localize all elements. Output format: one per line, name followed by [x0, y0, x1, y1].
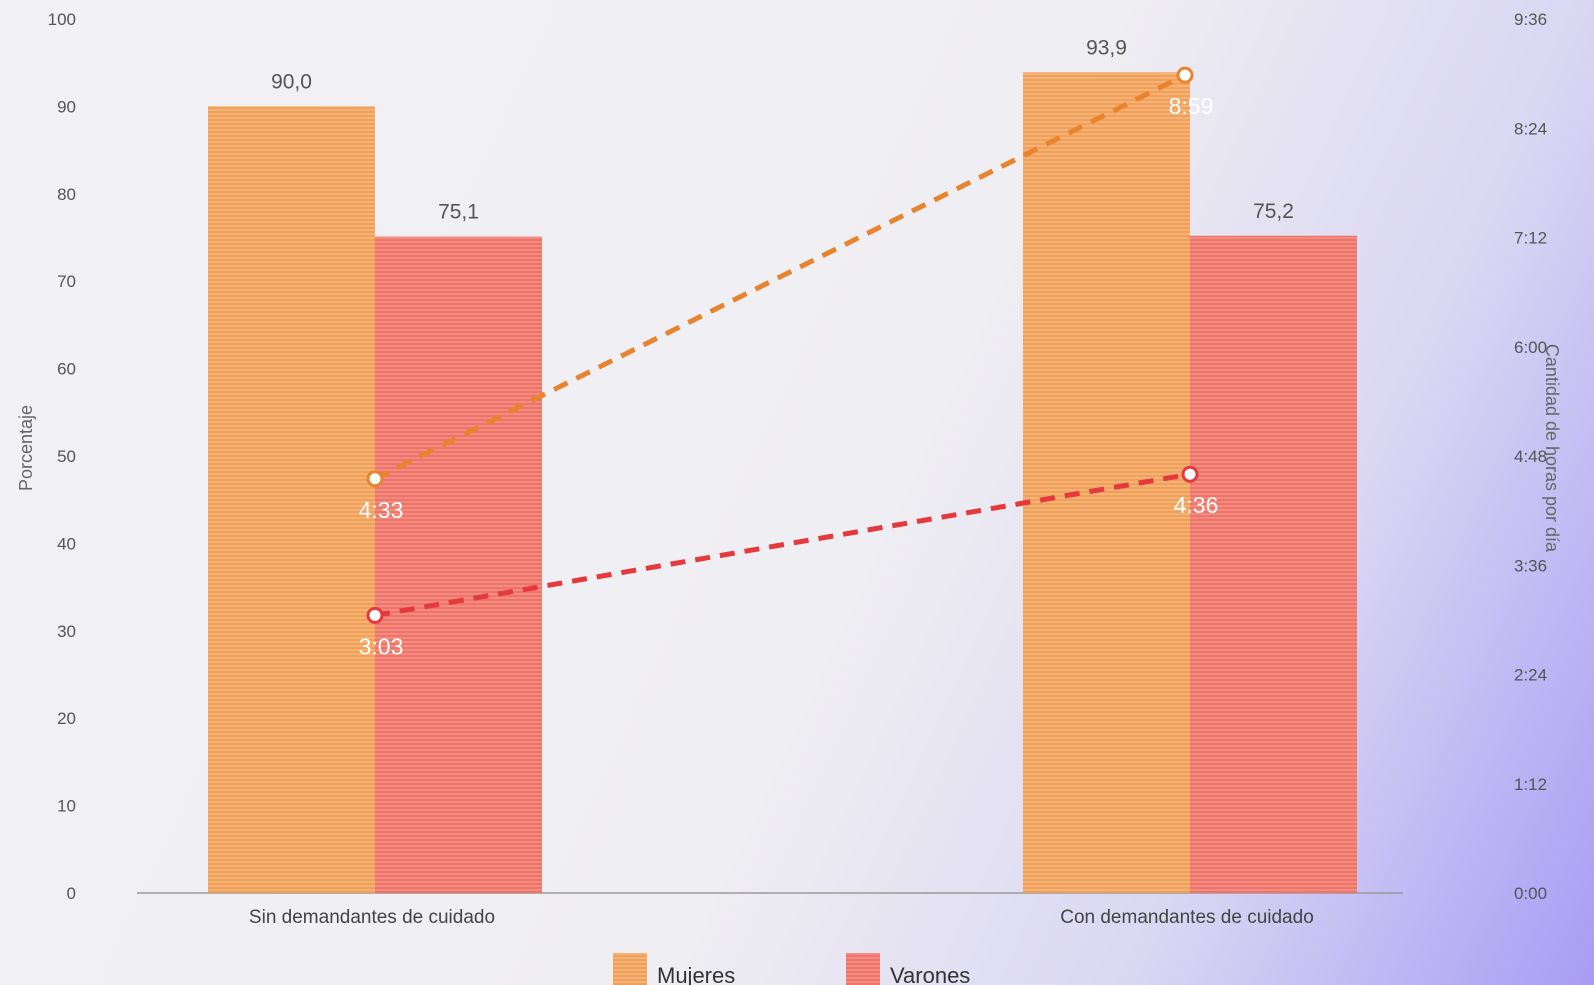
line-point-label: 8:59: [1169, 93, 1214, 119]
legend-label-varones: Varones: [890, 963, 970, 985]
y2-tick-label: 4:48: [1514, 447, 1547, 466]
y-tick-label: 90: [57, 97, 76, 116]
bar-value-label: 90,0: [271, 70, 312, 93]
bar-mujeres-1: [208, 106, 375, 893]
bar-value-label: 75,1: [438, 201, 479, 224]
y2-tick-label: 3:36: [1514, 556, 1547, 575]
y-tick-label: 50: [57, 447, 76, 466]
y2-tick-label: 2:24: [1514, 666, 1547, 685]
bar-mujeres-2: [1023, 72, 1190, 893]
legend-swatch-varones: [846, 953, 880, 985]
line-point-mujeres: [366, 470, 384, 488]
line-point-label: 3:03: [359, 633, 404, 659]
line-mujeres: [373, 72, 1187, 481]
y2-tick-label: 9:36: [1514, 10, 1547, 29]
y-tick-label: 30: [57, 622, 76, 641]
bar-varones-2: [1190, 235, 1357, 893]
y-tick-label: 0: [67, 884, 76, 903]
y-tick-label: 80: [57, 185, 76, 204]
y-axis-title: Porcentaje: [16, 405, 36, 491]
bar-value-label: 93,9: [1086, 36, 1127, 59]
x-category-label: Sin demandantes de cuidado: [249, 907, 495, 928]
x-category-label: Con demandantes de cuidado: [1060, 907, 1314, 928]
line-varones: [374, 471, 1191, 618]
line-point-label: 4:33: [359, 497, 404, 523]
legend-swatch-mujeres: [613, 953, 647, 985]
line-point-varones: [1181, 465, 1199, 483]
bar-value-label: 75,2: [1253, 200, 1294, 223]
line-point-varones: [366, 606, 384, 624]
y2-tick-label: 1:12: [1514, 775, 1547, 794]
y2-tick-label: 8:24: [1514, 119, 1547, 138]
y-tick-label: 70: [57, 272, 76, 291]
y2-tick-label: 0:00: [1514, 884, 1547, 903]
y2-axis-title: Cantidad de horas por día: [1542, 344, 1562, 553]
y-tick-label: 100: [48, 10, 76, 29]
y-tick-label: 10: [57, 797, 76, 816]
y-tick-label: 20: [57, 709, 76, 728]
line-point-mujeres: [1176, 66, 1194, 84]
y-tick-label: 40: [57, 534, 76, 553]
y2-tick-label: 7:12: [1514, 229, 1547, 248]
bar-varones-1: [375, 236, 542, 894]
y2-tick-label: 6:00: [1514, 338, 1547, 357]
line-point-label: 4:36: [1174, 492, 1219, 518]
legend-label-mujeres: Mujeres: [657, 963, 735, 985]
y-tick-label: 60: [57, 360, 76, 379]
